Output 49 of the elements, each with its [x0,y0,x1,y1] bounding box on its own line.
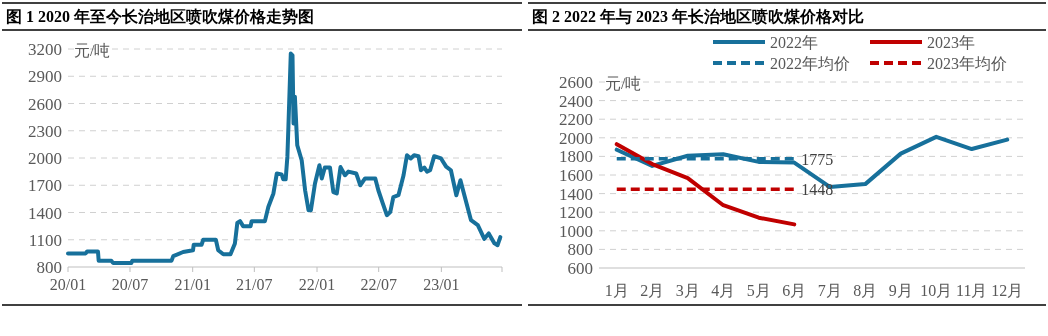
legend-label: 2022年 [770,34,818,51]
x-tick-label: 1月 [604,282,629,299]
x-tick-label: 2月 [640,282,665,299]
x-tick-label: 7月 [817,282,842,299]
y-tick-label: 1400 [559,184,593,204]
x-tick-label: 20/01 [49,276,87,293]
legend-label: 2022年均价 [770,55,850,72]
x-tick-label: 22/07 [360,276,397,293]
legend-label: 2023年 [927,34,975,51]
x-tick-label: 10月 [920,282,953,299]
y-tick-label: 2200 [559,110,593,130]
y-tick-label: 2600 [28,94,62,114]
y-tick-label: 600 [567,259,593,278]
y-axis-title: 元/吨 [74,42,111,59]
x-tick-label: 23/01 [423,276,460,293]
x-tick-label: 21/07 [236,276,273,293]
y-tick-label: 2000 [559,128,593,148]
x-tick-label: 6月 [782,282,807,299]
x-tick-label: 20/07 [111,276,149,293]
x-tick-label: 22/01 [298,276,336,293]
data-label: 1448 [801,181,834,199]
y-axis-title: 元/吨 [605,75,642,92]
y-tick-label: 800 [36,258,62,277]
y-tick-label: 1700 [28,176,62,196]
x-tick-label: 9月 [888,282,913,299]
legend-label: 2023年均价 [927,55,1007,72]
y-tick-label: 1600 [559,166,593,185]
y-tick-label: 1000 [559,221,593,241]
y-tick-label: 1200 [559,203,593,223]
y-tick-label: 1400 [28,203,62,223]
y-tick-label: 2000 [28,149,62,168]
x-tick-label: 4月 [711,282,736,299]
chart-title: 图 2 2022 年与 2023 年长治地区喷吹煤价格对比 [532,8,864,25]
x-tick-label: 12月 [991,282,1024,299]
y-tick-label: 2600 [559,73,593,92]
data-label: 1775 [801,150,834,168]
y-tick-label: 800 [567,240,593,260]
y-tick-label: 2400 [559,91,593,111]
x-tick-label: 3月 [675,282,700,299]
x-tick-label: 21/01 [174,276,211,293]
y-tick-label: 2900 [28,67,62,87]
x-tick-label: 5月 [746,282,771,299]
x-tick-label: 8月 [853,282,878,299]
y-tick-label: 3200 [28,40,62,59]
x-tick-label: 11月 [956,282,988,299]
y-tick-label: 1800 [559,147,593,167]
y-tick-label: 1100 [28,230,62,250]
chart-title: 图 1 2020 年至今长治地区喷吹煤价格走势图 [6,8,314,25]
y-tick-label: 2300 [28,121,62,141]
